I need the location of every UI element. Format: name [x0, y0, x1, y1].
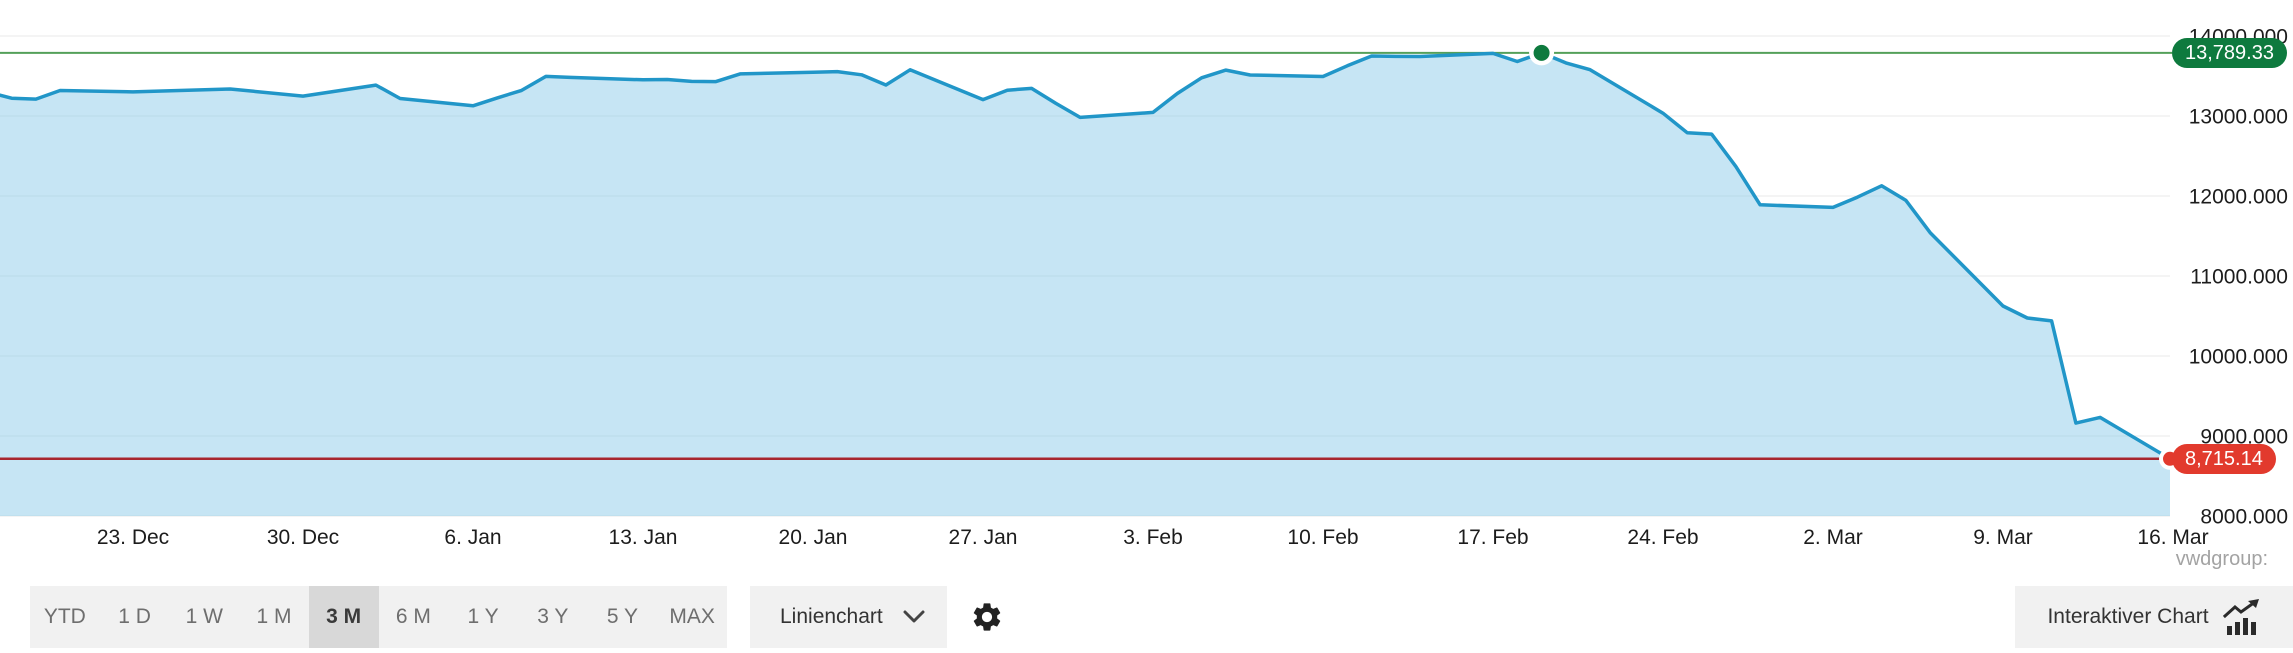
y-axis-label: 13000.000: [2189, 106, 2288, 129]
chart-type-select[interactable]: Linienchart: [750, 586, 947, 648]
range-button-1m[interactable]: 1 M: [256, 605, 292, 628]
x-axis-label: 24. Feb: [1627, 526, 1698, 549]
x-axis-label: 2. Mar: [1803, 526, 1863, 549]
x-axis-label: 16. Mar: [2137, 526, 2208, 549]
x-axis-label: 10. Feb: [1287, 526, 1358, 549]
x-axis-label: 30. Dec: [267, 526, 339, 549]
time-range-selector: YTD 1 D 1 W 1 M 3 M 6 M 1 Y 3 Y 5 Y MAX: [30, 586, 727, 648]
range-button-ytd[interactable]: YTD: [43, 605, 86, 628]
high-point-marker: [1533, 44, 1550, 61]
x-axis-label: 13. Jan: [609, 526, 678, 549]
vendor-watermark: vwdgroup:: [2175, 548, 2268, 570]
x-axis-label: 20. Jan: [779, 526, 848, 549]
range-button-max[interactable]: MAX: [669, 605, 715, 628]
settings-button[interactable]: [968, 598, 1006, 636]
interactive-chart-label: Interaktiver Chart: [2047, 605, 2209, 628]
y-axis-label: 11000.000: [2190, 266, 2288, 289]
area-fill: [0, 52, 2170, 517]
x-axis-label: 17. Feb: [1457, 526, 1528, 549]
y-axis-label: 10000.000: [2189, 346, 2288, 369]
range-button-3y[interactable]: 3 Y: [537, 605, 569, 628]
x-axis-label: 9. Mar: [1973, 526, 2033, 549]
x-axis-label: 27. Jan: [949, 526, 1018, 549]
price-chart: 14000.00013000.00012000.00011000.0001000…: [0, 26, 2288, 549]
x-axis-label: 6. Jan: [444, 526, 501, 549]
y-axis-label: 8000.000: [2200, 506, 2288, 529]
chart-type-label: Linienchart: [780, 605, 883, 628]
y-axis-label: 9000.000: [2200, 426, 2288, 449]
x-axis-label: 23. Dec: [97, 526, 169, 549]
price-line: [0, 51, 2172, 461]
high-value-badge: 13,789.33: [2172, 38, 2287, 68]
range-button-1w[interactable]: 1 W: [185, 605, 223, 628]
interactive-chart-button[interactable]: Interaktiver Chart: [2015, 586, 2293, 648]
trending-chart-icon: [2222, 599, 2261, 635]
gear-icon: [970, 600, 1004, 634]
range-button-5y[interactable]: 5 Y: [606, 605, 639, 628]
x-axis-label: 3. Feb: [1123, 526, 1183, 549]
last-value-badge: 8,715.14: [2172, 444, 2276, 474]
range-button-6m[interactable]: 6 M: [395, 605, 431, 628]
chevron-down-icon: [903, 610, 925, 624]
range-button-3m[interactable]: 3 M: [308, 586, 379, 648]
y-axis-label: 12000.000: [2189, 186, 2288, 209]
range-button-1d[interactable]: 1 D: [118, 605, 151, 628]
range-button-1y[interactable]: 1 Y: [467, 605, 499, 628]
